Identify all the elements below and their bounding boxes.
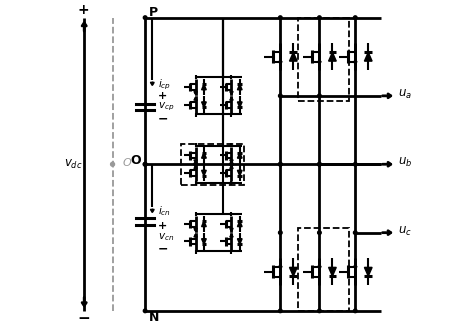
- Text: $u_a$: $u_a$: [398, 88, 411, 101]
- Polygon shape: [237, 239, 242, 244]
- Circle shape: [143, 309, 147, 313]
- Bar: [298, 18, 349, 101]
- Polygon shape: [237, 221, 242, 227]
- Polygon shape: [290, 52, 297, 61]
- Circle shape: [279, 16, 282, 19]
- Text: $u_b$: $u_b$: [398, 156, 412, 169]
- Circle shape: [318, 309, 321, 313]
- Circle shape: [354, 309, 357, 313]
- Polygon shape: [201, 170, 206, 176]
- Polygon shape: [328, 267, 336, 276]
- Circle shape: [318, 163, 321, 166]
- Text: $u_c$: $u_c$: [398, 224, 411, 238]
- Circle shape: [354, 231, 357, 235]
- Circle shape: [318, 94, 321, 98]
- Circle shape: [318, 16, 321, 19]
- Polygon shape: [237, 84, 242, 90]
- Polygon shape: [201, 221, 206, 227]
- Circle shape: [279, 94, 282, 98]
- Circle shape: [318, 231, 321, 235]
- Polygon shape: [201, 102, 206, 107]
- Text: $O'$: $O'$: [122, 156, 135, 169]
- Text: $v_{cp}$: $v_{cp}$: [158, 101, 174, 114]
- Text: +: +: [158, 91, 167, 101]
- Text: −: −: [158, 112, 169, 125]
- Circle shape: [279, 231, 282, 235]
- Text: O: O: [131, 155, 141, 167]
- Circle shape: [194, 163, 197, 166]
- Circle shape: [279, 163, 282, 166]
- Text: +: +: [78, 3, 90, 16]
- Polygon shape: [328, 52, 336, 61]
- Polygon shape: [290, 267, 297, 276]
- Polygon shape: [365, 52, 372, 61]
- Bar: [181, 144, 244, 185]
- Circle shape: [230, 163, 233, 166]
- Circle shape: [143, 16, 147, 19]
- Polygon shape: [237, 153, 242, 158]
- Circle shape: [318, 163, 321, 166]
- Polygon shape: [201, 239, 206, 244]
- Text: P: P: [149, 6, 158, 19]
- Text: −: −: [158, 242, 169, 255]
- Circle shape: [279, 309, 282, 313]
- Text: N: N: [149, 311, 159, 324]
- Circle shape: [354, 163, 357, 166]
- Circle shape: [110, 162, 115, 166]
- Polygon shape: [237, 102, 242, 107]
- Polygon shape: [201, 84, 206, 90]
- Text: $v_{dc}$: $v_{dc}$: [64, 158, 83, 171]
- Polygon shape: [237, 170, 242, 176]
- Polygon shape: [365, 267, 372, 276]
- Circle shape: [143, 163, 147, 166]
- Bar: [298, 228, 349, 311]
- Circle shape: [354, 16, 357, 19]
- Circle shape: [279, 163, 282, 166]
- Text: $v_{cn}$: $v_{cn}$: [158, 232, 174, 243]
- Polygon shape: [201, 153, 206, 158]
- Text: −: −: [77, 312, 90, 326]
- Text: $i_{cp}$: $i_{cp}$: [158, 77, 171, 92]
- Text: $i_{cn}$: $i_{cn}$: [158, 205, 171, 218]
- Circle shape: [143, 163, 147, 166]
- Text: +: +: [158, 221, 167, 231]
